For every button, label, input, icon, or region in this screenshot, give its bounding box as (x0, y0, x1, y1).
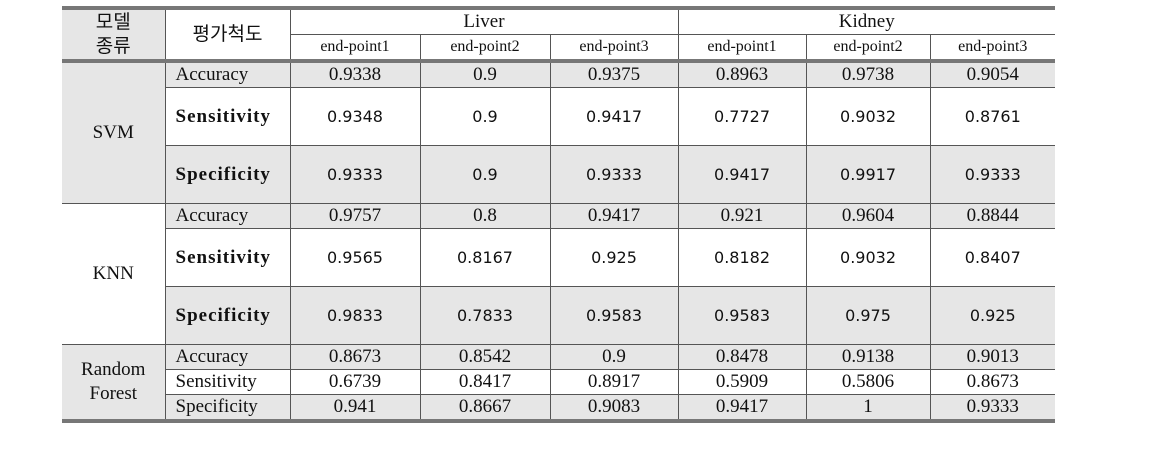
organ-header: Liver (289, 6, 679, 35)
value-cell: 0.9604 (805, 203, 931, 229)
value-cell: 0.941 (289, 394, 421, 423)
value-cell: 0.5909 (677, 369, 807, 395)
value-cell: 0.975 (805, 286, 931, 345)
value-cell: 0.8167 (419, 228, 551, 287)
data-row: Specificity 0.941 0.8667 0.9083 0.9417 1 0.933… (62, 394, 1056, 423)
value-cell: 0.8844 (929, 203, 1056, 229)
model-cell: KNN (62, 203, 166, 345)
value-cell: 0.6739 (289, 369, 421, 395)
model-header: 모델 종류 (62, 6, 166, 63)
value-cell: 0.9032 (805, 87, 931, 146)
metric-cell: Specificity (164, 286, 291, 345)
data-row: Sensitivity 0.9565 0.8167 0.925 0.8182 0.9032… (62, 228, 1056, 287)
value-cell: 0.8917 (549, 369, 679, 395)
endpoint-header: end-point2 (805, 34, 931, 63)
value-cell: 0.8407 (929, 228, 1056, 287)
value-cell: 0.8761 (929, 87, 1056, 146)
value-cell: 0.9333 (929, 394, 1056, 423)
value-cell: 0.9833 (289, 286, 421, 345)
value-cell: 0.925 (549, 228, 679, 287)
model-name: KNN (92, 263, 134, 284)
endpoint-header: end-point2 (419, 34, 551, 63)
metric-cell: Specificity (164, 145, 291, 204)
metric-cell: Specificity (164, 394, 291, 423)
value-cell: 0.9 (549, 344, 679, 370)
model-name: SVM (92, 122, 134, 143)
metric-cell: Sensitivity (164, 87, 291, 146)
value-cell: 0.9333 (289, 145, 421, 204)
value-cell: 0.8542 (419, 344, 551, 370)
model-name: Random Forest (81, 359, 146, 404)
value-cell: 0.9757 (289, 203, 421, 229)
value-cell: 0.8673 (289, 344, 421, 370)
results-table: 모델 종류 평가척도 Liver Kidney end-point1 end-po… (62, 6, 1056, 423)
endpoint-header: end-point1 (677, 34, 807, 63)
value-cell: 0.925 (929, 286, 1056, 345)
value-cell: 0.9417 (549, 203, 679, 229)
model-cell: SVM (62, 60, 166, 204)
model-cell: Random Forest (62, 344, 166, 423)
endpoint-row: end-point1 end-point2 end-point3 end-point1… (62, 34, 1056, 63)
value-cell: 0.5806 (805, 369, 931, 395)
value-cell: 0.9032 (805, 228, 931, 287)
value-cell: 0.8963 (677, 60, 807, 88)
value-cell: 0.7727 (677, 87, 807, 146)
value-cell: 0.8 (419, 203, 551, 229)
value-cell: 0.9583 (549, 286, 679, 345)
value-cell: 0.9083 (549, 394, 679, 423)
value-cell: 0.9417 (677, 394, 807, 423)
value-cell: 0.9738 (805, 60, 931, 88)
value-cell: 0.9417 (549, 87, 679, 146)
organ-header: Kidney (677, 6, 1056, 35)
value-cell: 0.9917 (805, 145, 931, 204)
metric-header: 평가척도 (164, 6, 291, 63)
value-cell: 0.9013 (929, 344, 1056, 370)
data-row: SVM Accuracy 0.9338 0.9 0.9375 0.8963 0.9738 0.… (62, 60, 1056, 204)
value-cell: 0.9375 (549, 60, 679, 88)
value-cell: 0.8417 (419, 369, 551, 395)
value-cell: 0.9054 (929, 60, 1056, 88)
endpoint-header: end-point3 (929, 34, 1056, 63)
header-row: 모델 종류 평가척도 Liver Kidney (62, 6, 1056, 63)
endpoint-header: end-point3 (549, 34, 679, 63)
table-body: 모델 종류 평가척도 Liver Kidney end-point1 end-po… (62, 6, 1056, 423)
metric-cell: Sensitivity (164, 369, 291, 395)
model-header-text: 모델 종류 (95, 11, 131, 57)
value-cell: 0.9333 (929, 145, 1056, 204)
value-cell: 0.8673 (929, 369, 1056, 395)
metric-cell: Accuracy (164, 203, 291, 229)
value-cell: 0.9565 (289, 228, 421, 287)
data-row: KNN Accuracy 0.9757 0.8 0.9417 0.921 0.9604 0.8… (62, 203, 1056, 345)
value-cell: 0.9417 (677, 145, 807, 204)
data-row: Sensitivity 0.9348 0.9 0.9417 0.7727 0.9032 0.… (62, 87, 1056, 146)
value-cell: 0.9348 (289, 87, 421, 146)
value-cell: 0.9333 (549, 145, 679, 204)
value-cell: 1 (805, 394, 931, 423)
data-row: Sensitivity 0.6739 0.8417 0.8917 0.5909 0.580… (62, 369, 1056, 395)
value-cell: 0.8478 (677, 344, 807, 370)
value-cell: 0.7833 (419, 286, 551, 345)
value-cell: 0.9 (419, 60, 551, 88)
metric-cell: Accuracy (164, 60, 291, 88)
value-cell: 0.9583 (677, 286, 807, 345)
value-cell: 0.8667 (419, 394, 551, 423)
data-row: Specificity 0.9833 0.7833 0.9583 0.9583 0.975… (62, 286, 1056, 345)
endpoint-header: end-point1 (289, 34, 421, 63)
value-cell: 0.9 (419, 145, 551, 204)
value-cell: 0.9338 (289, 60, 421, 88)
metric-cell: Accuracy (164, 344, 291, 370)
value-cell: 0.8182 (677, 228, 807, 287)
data-row: Random Forest Accuracy 0.8673 0.8542 0.9 0.84… (62, 344, 1056, 423)
value-cell: 0.9138 (805, 344, 931, 370)
value-cell: 0.9 (419, 87, 551, 146)
value-cell: 0.921 (677, 203, 807, 229)
data-row: Specificity 0.9333 0.9 0.9333 0.9417 0.9917 0.… (62, 145, 1056, 204)
metric-cell: Sensitivity (164, 228, 291, 287)
